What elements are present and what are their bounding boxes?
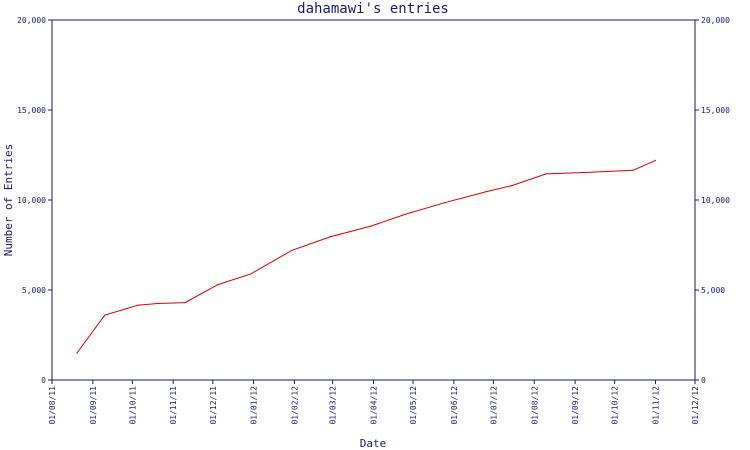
y-axis-left-ticks: 0 5,000 10,000 15,000 20,000: [17, 16, 52, 385]
y-left-tick-label: 10,000: [17, 196, 46, 205]
x-tick-label: 01/10/11: [128, 386, 137, 425]
x-tick-label: 01/08/12: [530, 386, 539, 425]
data-point: [592, 171, 595, 173]
y-right-tick-label: 10,000: [701, 196, 730, 205]
x-tick-label: 01/09/12: [571, 386, 580, 425]
data-point: [137, 304, 139, 306]
x-tick-label: 01/09/11: [89, 386, 98, 425]
data-point: [545, 173, 547, 175]
x-tick-label: 01/01/12: [250, 386, 259, 425]
series-line: [76, 159, 656, 354]
data-point: [329, 236, 331, 238]
data-point: [444, 202, 446, 204]
x-tick-label: 01/10/12: [611, 386, 620, 425]
x-tick-label: 01/07/12: [489, 386, 498, 425]
data-point: [654, 159, 657, 161]
x-tick-label: 01/11/12: [651, 386, 660, 425]
x-axis-ticks: 01/08/11 01/09/11 01/10/11 01/11/11 01/12/11…: [48, 380, 700, 425]
x-tick-label: 01/12/11: [209, 386, 218, 425]
x-tick-label: 01/05/12: [409, 386, 418, 425]
y-left-tick-label: 0: [41, 376, 46, 385]
y-left-tick-label: 5,000: [22, 286, 46, 295]
data-point: [370, 225, 372, 227]
x-tick-label: 01/02/12: [290, 386, 299, 425]
y-right-tick-label: 5,000: [701, 286, 725, 295]
data-point: [484, 191, 487, 193]
y-right-tick-label: 15,000: [701, 106, 730, 115]
data-point: [250, 273, 252, 275]
series-layer: [76, 159, 657, 354]
plot-area-frame: [51, 19, 696, 381]
x-tick-label: 01/03/12: [329, 386, 338, 425]
data-point: [104, 314, 106, 316]
data-point: [632, 169, 634, 171]
y-axis-label: Number of Entries: [2, 144, 15, 257]
y-right-tick-label: 0: [701, 376, 706, 385]
chart-title: dahamawi's entries: [297, 1, 449, 17]
y-right-tick-label: 20,000: [701, 16, 730, 25]
y-left-tick-label: 20,000: [17, 16, 46, 25]
x-tick-label: 01/06/12: [450, 386, 459, 425]
y-axis-right-ticks: 0 5,000 10,000 15,000 20,000: [695, 16, 730, 385]
x-tick-label: 01/12/12: [691, 386, 700, 425]
x-tick-label: 01/11/11: [169, 386, 178, 425]
data-point: [217, 284, 219, 286]
x-tick-label: 01/04/12: [370, 386, 379, 425]
data-point: [76, 352, 78, 354]
data-point: [404, 213, 406, 215]
x-tick-label: 01/08/11: [48, 386, 57, 425]
data-point: [184, 302, 186, 304]
data-point: [511, 185, 513, 187]
y-left-tick-label: 15,000: [17, 106, 46, 115]
data-point: [156, 302, 158, 305]
x-axis-label: Date: [360, 437, 387, 450]
data-point: [291, 249, 293, 251]
